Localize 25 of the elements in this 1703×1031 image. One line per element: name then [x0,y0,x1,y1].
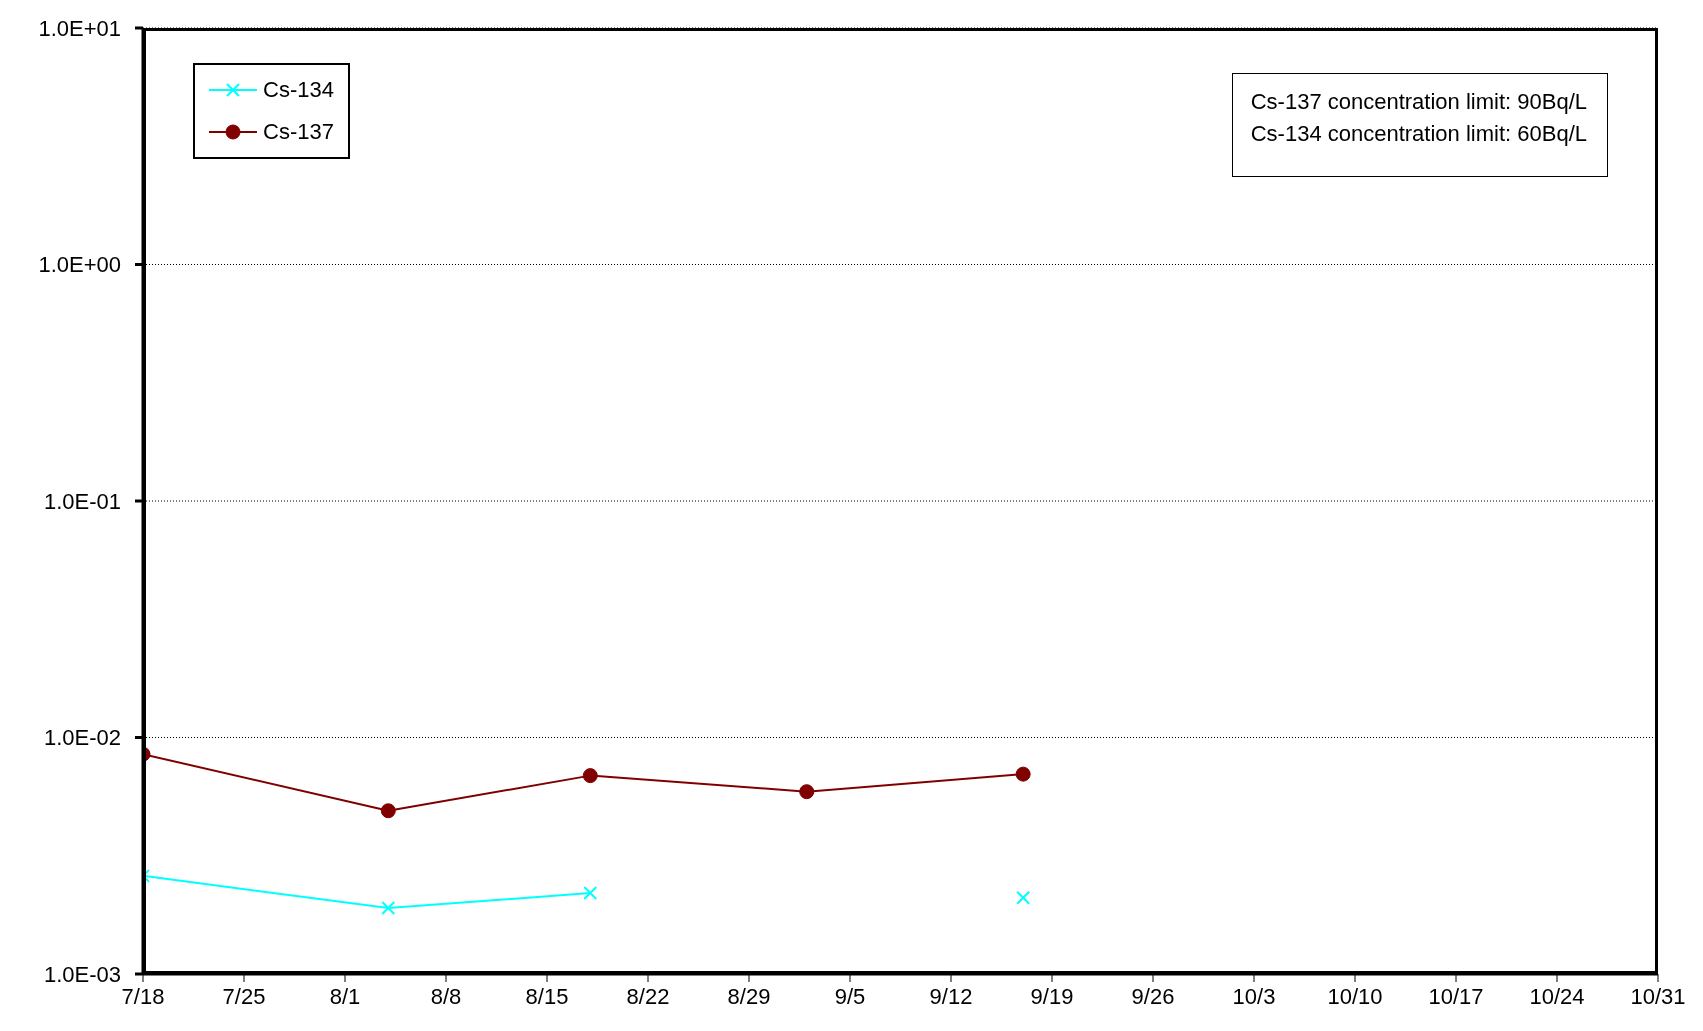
x-tick-label: 10/24 [1529,983,1585,1009]
y-tick-label: 1.0E-01 [43,488,121,514]
x-tick-label: 10/10 [1327,983,1383,1009]
x-tick-label: 7/18 [121,983,165,1009]
x-tick-label: 8/1 [329,983,361,1009]
y-tick-label: 1.0E-02 [43,725,121,751]
x-tick-label: 9/26 [1131,983,1175,1009]
x-tick-label: 9/5 [834,983,866,1009]
x-tick-label: 10/17 [1428,983,1484,1009]
x-tick-label: 7/25 [222,983,266,1009]
legend-label: Cs-134 [263,77,334,103]
x-tick-label: 8/29 [727,983,771,1009]
annotation: Cs-137 concentration limit: 90Bq/L [1250,88,1587,116]
y-tick-label: 1.0E-03 [43,961,121,987]
x-tick-label: 9/19 [1030,983,1074,1009]
annotation: Cs-134 concentration limit: 60Bq/L [1250,120,1587,148]
x-tick-label: 10/3 [1232,983,1276,1009]
x-tick-label: 10/31 [1630,983,1686,1009]
x-tick-label: 8/22 [626,983,670,1009]
x-tick-label: 8/15 [525,983,569,1009]
x-tick-label: 9/12 [929,983,973,1009]
legend-label: Cs-137 [263,119,334,145]
x-tick-label: 8/8 [430,983,462,1009]
y-tick-label: 1.0E+00 [38,252,121,278]
y-tick-label: 1.0E+01 [38,15,121,41]
